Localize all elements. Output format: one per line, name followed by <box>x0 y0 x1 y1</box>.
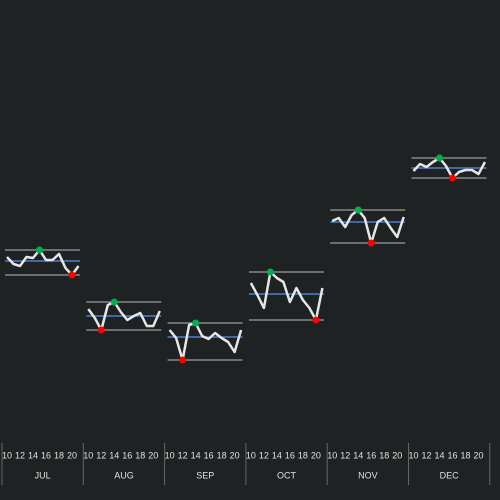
x-tick-label: 14 <box>434 450 444 460</box>
x-tick-label: 18 <box>54 450 64 460</box>
series-line <box>331 208 405 245</box>
x-tick-label: 10 <box>165 450 175 460</box>
month-label: DEC <box>440 470 460 480</box>
month-label: OCT <box>277 470 297 480</box>
min-point <box>312 316 320 324</box>
x-tick-label: 20 <box>148 450 158 460</box>
x-tick-label: 10 <box>327 450 337 460</box>
min-point <box>179 356 187 364</box>
x-tick-label: 12 <box>340 450 350 460</box>
max-point <box>266 268 274 276</box>
x-tick-label: 14 <box>109 450 119 460</box>
x-tick-label: 16 <box>41 450 51 460</box>
max-point <box>110 298 118 306</box>
series-line <box>168 321 243 362</box>
x-tick-label: 16 <box>285 450 295 460</box>
x-tick-label: 20 <box>473 450 483 460</box>
min-point <box>68 271 76 279</box>
month-label: SEP <box>196 470 214 480</box>
x-tick-label: 18 <box>460 450 470 460</box>
x-tick-label: 12 <box>96 450 106 460</box>
x-tick-label: 18 <box>379 450 389 460</box>
max-point <box>436 154 443 162</box>
x-tick-label: 12 <box>421 450 431 460</box>
x-tick-label: 12 <box>15 450 25 460</box>
series-line <box>6 248 80 277</box>
min-point <box>97 326 105 334</box>
x-tick-label: 10 <box>2 450 12 460</box>
min-point <box>367 239 375 247</box>
x-tick-label: 18 <box>298 450 308 460</box>
month-label: NOV <box>358 470 378 480</box>
series-line <box>412 156 487 180</box>
x-tick-label: 10 <box>408 450 418 460</box>
x-tick-label: 20 <box>67 450 77 460</box>
x-tick-label: 14 <box>353 450 363 460</box>
month-label: AUG <box>114 470 134 480</box>
x-tick-label: 16 <box>366 450 376 460</box>
x-tick-label: 12 <box>178 450 188 460</box>
series-line <box>249 270 324 322</box>
x-tick-label: 12 <box>259 450 269 460</box>
x-tick-label: 20 <box>392 450 402 460</box>
x-tick-label: 16 <box>204 450 214 460</box>
x-tick-label: 10 <box>83 450 93 460</box>
x-tick-label: 16 <box>122 450 132 460</box>
x-tick-label: 14 <box>28 450 38 460</box>
x-tick-label: 14 <box>191 450 201 460</box>
month-label: JUL <box>35 470 51 480</box>
x-tick-label: 18 <box>135 450 145 460</box>
max-point <box>354 206 362 214</box>
x-tick-label: 16 <box>447 450 457 460</box>
x-tick-label: 14 <box>272 450 282 460</box>
max-point <box>192 319 200 327</box>
max-point <box>36 246 43 254</box>
x-tick-label: 18 <box>217 450 227 460</box>
min-point <box>449 174 456 182</box>
x-tick-label: 10 <box>246 450 256 460</box>
x-tick-label: 20 <box>311 450 321 460</box>
x-tick-label: 20 <box>230 450 240 460</box>
